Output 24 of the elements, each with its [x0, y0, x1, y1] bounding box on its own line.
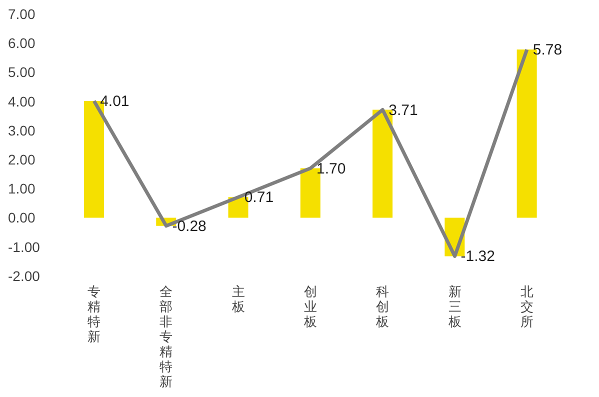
y-tick-label: -1.00	[8, 238, 40, 255]
y-tick-label: -2.00	[8, 268, 40, 284]
data-label: 1.70	[316, 160, 346, 178]
y-tick-label: 0.00	[8, 210, 36, 226]
x-tick-label: 北交所	[520, 284, 534, 329]
data-label: 3.71	[388, 102, 418, 119]
y-tick-label: 6.00	[8, 35, 36, 52]
data-label: -1.32	[460, 248, 495, 266]
x-tick-label: 主板	[230, 284, 245, 314]
x-tick-label: 科创板	[375, 284, 390, 329]
y-tick-label: 7.00	[8, 6, 36, 22]
y-tick-label: 5.00	[8, 64, 36, 80]
x-tick-label: 全部非专精特新	[160, 284, 173, 389]
data-label: -0.28	[172, 218, 206, 235]
y-tick-label: 1.00	[8, 180, 36, 197]
x-tick-label: 创业板	[303, 284, 317, 329]
data-label: 5.78	[532, 42, 562, 59]
x-tick-label: 专精特新	[88, 284, 101, 344]
x-tick-label: 新三板	[447, 284, 462, 329]
y-tick-label: 4.00	[8, 93, 36, 110]
data-label: 0.71	[244, 189, 274, 206]
data-label: 4.01	[100, 93, 130, 110]
y-tick-label: 3.00	[8, 122, 36, 138]
y-tick-label: 2.00	[8, 152, 36, 168]
